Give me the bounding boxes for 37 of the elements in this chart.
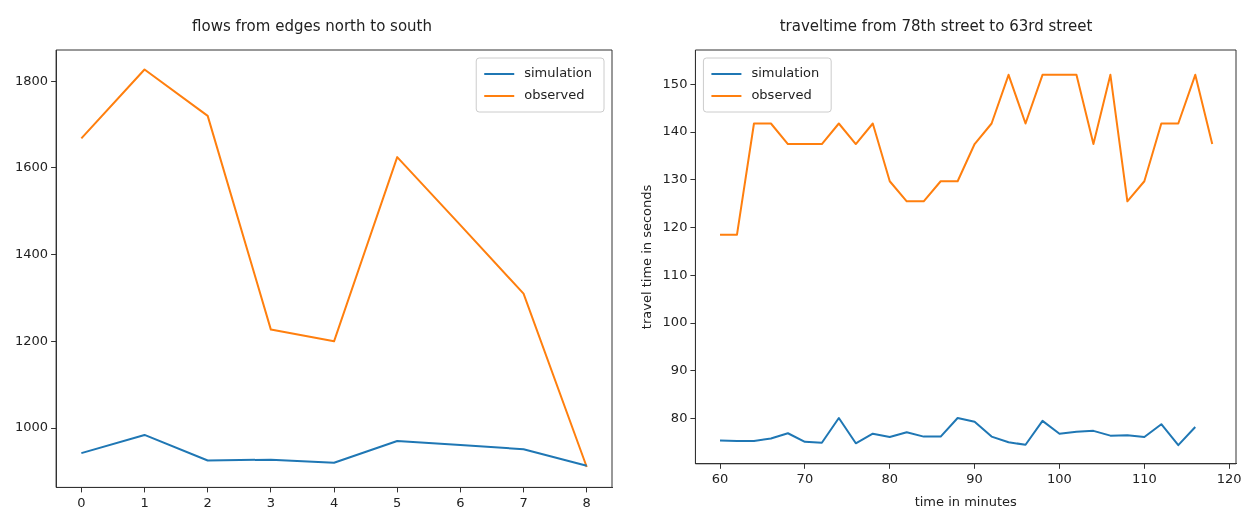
x-tick-label: 2: [203, 494, 212, 510]
x-tick-label: 6: [456, 494, 465, 510]
x-axis-title: time in minutes: [914, 493, 1017, 509]
chart-title: traveltime from 78th street to 63rd street: [779, 16, 1093, 35]
chart-title: flows from edges north to south: [192, 16, 432, 35]
legend-label: simulation: [524, 65, 593, 81]
y-tick-label: 120: [662, 218, 688, 234]
x-tick-label: 8: [582, 494, 591, 510]
x-tick-label: 5: [393, 494, 402, 510]
x-tick-label: 70: [796, 470, 814, 486]
x-tick-label: 3: [266, 494, 276, 510]
y-tick-label: 100: [662, 314, 688, 330]
x-tick-label: 80: [881, 470, 899, 486]
legend-label: observed: [524, 87, 585, 103]
y-tick-label: 150: [662, 75, 688, 91]
y-tick-label: 140: [662, 123, 688, 139]
x-tick-label: 4: [329, 494, 339, 510]
y-tick-label: 1400: [14, 245, 49, 261]
y-tick-label: 1800: [14, 72, 49, 88]
legend-label: observed: [751, 87, 812, 103]
y-tick-label: 80: [670, 409, 688, 425]
x-tick-label: 110: [1131, 470, 1157, 486]
y-tick-label: 130: [662, 171, 688, 187]
y-tick-label: 1200: [14, 332, 49, 348]
x-tick-label: 90: [966, 470, 983, 486]
legend-label: simulation: [751, 65, 820, 81]
y-tick-label: 90: [670, 362, 688, 378]
x-tick-label: 1: [140, 494, 149, 510]
x-tick-label: 7: [519, 494, 528, 510]
x-tick-label: 100: [1047, 470, 1072, 486]
y-axis-title: travel time in seconds: [639, 184, 655, 330]
x-tick-label: 0: [77, 494, 86, 510]
x-tick-label: 60: [711, 470, 729, 486]
y-tick-label: 1000: [14, 419, 49, 435]
y-tick-label: 110: [662, 266, 688, 282]
x-tick-label: 120: [1216, 470, 1242, 486]
y-tick-label: 1600: [14, 159, 49, 175]
